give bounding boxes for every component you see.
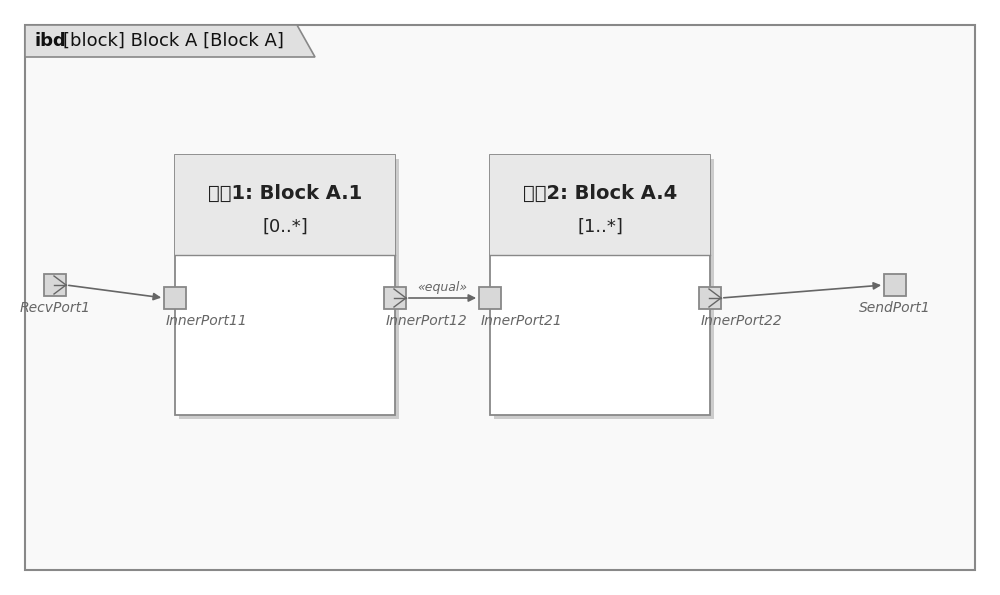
Text: [1..*]: [1..*] xyxy=(577,218,623,236)
Bar xyxy=(384,287,406,309)
Bar xyxy=(175,155,395,255)
Text: 组件1: Block A.1: 组件1: Block A.1 xyxy=(208,183,362,202)
Bar xyxy=(490,155,710,415)
Text: ibd: ibd xyxy=(35,32,67,50)
Text: InnerPort22: InnerPort22 xyxy=(701,314,783,328)
Text: 组件2: Block A.4: 组件2: Block A.4 xyxy=(523,183,677,202)
Bar xyxy=(490,155,710,255)
Bar xyxy=(699,287,721,309)
Text: «equal»: «equal» xyxy=(417,281,468,294)
Bar xyxy=(884,274,906,296)
Bar xyxy=(164,287,186,309)
Bar xyxy=(494,159,714,419)
Bar xyxy=(479,287,501,309)
Bar xyxy=(44,274,66,296)
Text: [0..*]: [0..*] xyxy=(262,218,308,236)
Text: InnerPort12: InnerPort12 xyxy=(386,314,468,328)
Bar xyxy=(179,159,399,419)
Polygon shape xyxy=(25,25,315,57)
Text: [block] Block A [Block A]: [block] Block A [Block A] xyxy=(63,32,284,50)
Bar xyxy=(175,155,395,415)
Text: InnerPort21: InnerPort21 xyxy=(481,314,563,328)
Text: InnerPort11: InnerPort11 xyxy=(166,314,248,328)
Text: RecvPort1: RecvPort1 xyxy=(20,301,90,315)
Text: SendPort1: SendPort1 xyxy=(859,301,931,315)
